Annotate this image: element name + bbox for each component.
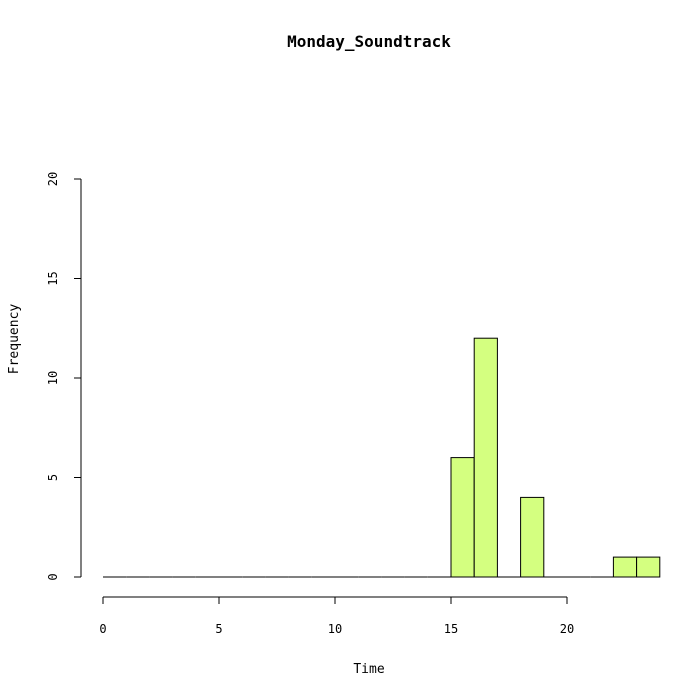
- x-tick-label: 0: [99, 622, 106, 636]
- chart-title: Monday_Soundtrack: [287, 32, 451, 51]
- y-tick-label: 15: [46, 271, 60, 285]
- histogram-bar: [520, 496, 545, 578]
- x-axis-label: Time: [353, 662, 384, 677]
- histogram-bar: [612, 556, 638, 578]
- y-tick-label: 10: [46, 371, 60, 385]
- y-axis: 0 5 10 15 20: [46, 172, 82, 581]
- x-tick-label: 5: [215, 622, 222, 636]
- x-axis: 0 5 10 15 20: [99, 596, 574, 636]
- bars-group: [103, 337, 661, 578]
- y-tick-label: 20: [46, 172, 60, 186]
- histogram-bar: [636, 556, 661, 578]
- x-tick-label: 15: [444, 622, 458, 636]
- histogram-bar: [450, 457, 475, 578]
- y-tick-label: 0: [46, 573, 60, 580]
- histogram-bar: [473, 337, 498, 578]
- x-tick-label: 20: [560, 622, 574, 636]
- y-tick-label: 5: [46, 474, 60, 481]
- x-tick-label: 10: [328, 622, 342, 636]
- y-axis-label: Frequency: [7, 304, 22, 375]
